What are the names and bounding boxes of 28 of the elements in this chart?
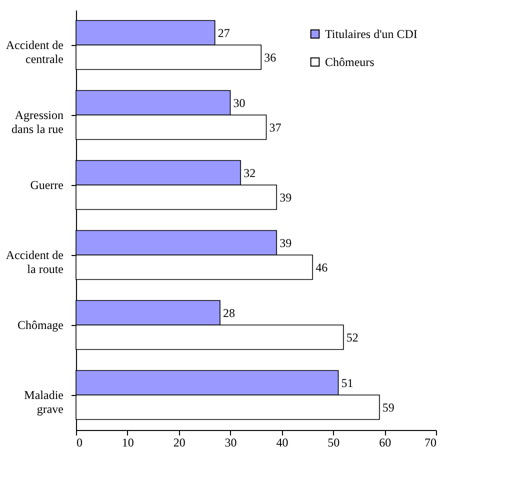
y-tick-label: Chômage xyxy=(18,318,64,332)
legend-label: Chômeurs xyxy=(325,55,375,69)
x-tick-label: 30 xyxy=(224,436,237,450)
x-tick-label: 70 xyxy=(424,436,436,450)
data-label: 36 xyxy=(264,50,276,64)
data-label: 59 xyxy=(382,400,394,414)
x-tick-label: 50 xyxy=(328,436,340,450)
x-tick-label: 10 xyxy=(122,436,134,450)
data-label: 27 xyxy=(218,26,230,40)
x-tick-label: 60 xyxy=(379,436,392,450)
legend-label: Titulaires d'un CDI xyxy=(325,27,418,41)
data-label: 46 xyxy=(316,260,328,274)
x-tick-label: 20 xyxy=(173,436,186,450)
y-tick-label: Agression dans la rue xyxy=(12,108,64,136)
y-tick-label: Accident de la route xyxy=(6,248,64,276)
y-tick-label: Maladie grave xyxy=(24,388,64,416)
data-label: 51 xyxy=(341,376,354,390)
data-label: 30 xyxy=(233,96,246,110)
x-tick-label: 40 xyxy=(276,436,288,450)
x-tick-label: 0 xyxy=(76,436,82,450)
data-label: 32 xyxy=(244,166,256,180)
data-label: 39 xyxy=(280,190,292,204)
data-label: 28 xyxy=(223,306,235,320)
data-label: 37 xyxy=(269,120,282,134)
y-tick-label: Accident de centrale xyxy=(6,38,64,66)
data-label: 52 xyxy=(346,330,358,344)
data-label: 39 xyxy=(280,236,292,250)
y-tick-label: Guerre xyxy=(30,178,64,192)
